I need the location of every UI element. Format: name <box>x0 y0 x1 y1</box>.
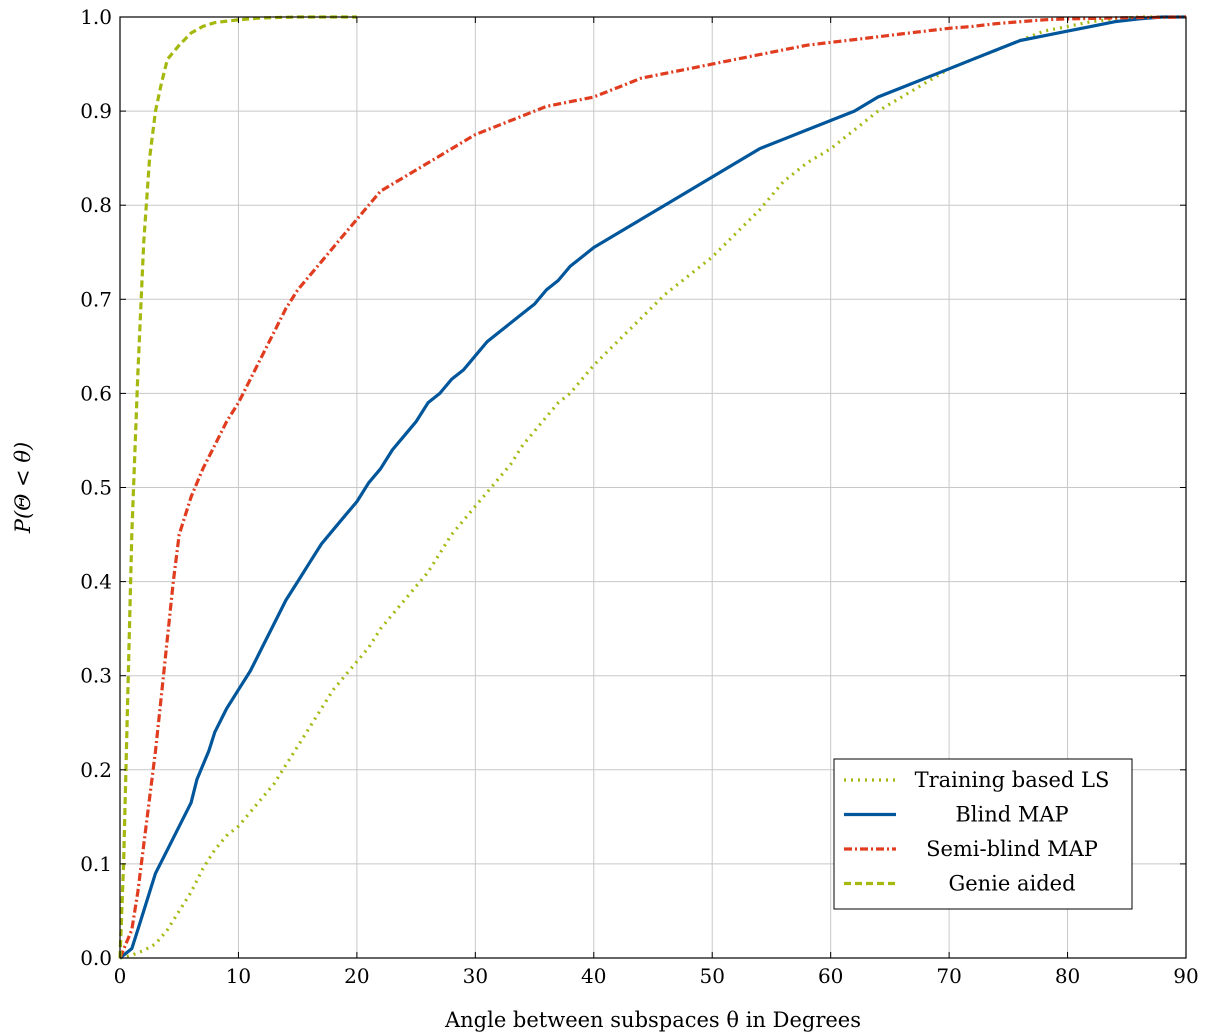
series-line-blind-map <box>119 15 1186 960</box>
x-tick-label: 0 <box>114 964 127 988</box>
y-axis-label: P(Θ < θ) <box>11 442 35 534</box>
x-axis-label: Angle between subspaces θ in Degrees <box>444 1008 861 1032</box>
y-tick-label: 0.9 <box>80 99 112 123</box>
legend-label: Genie aided <box>948 872 1075 896</box>
x-tick-label: 70 <box>936 964 961 988</box>
x-tick-label: 10 <box>226 964 251 988</box>
axis-ticks: 0 10 20 30 40 50 60 70 80 90 0.0 0.1 0.2 0.3 0.4 0.5 0.6… <box>80 5 1199 988</box>
x-tick-label: 20 <box>344 964 369 988</box>
x-tick-label: 50 <box>699 964 724 988</box>
y-tick-label: 0.2 <box>80 758 112 782</box>
y-tick-label: 0.7 <box>80 287 112 311</box>
y-tick-label: 0.6 <box>80 381 112 405</box>
series-lines <box>118 15 1187 960</box>
legend: Training based LS Blind MAP Semi-blind MAP… <box>833 758 1133 910</box>
y-tick-label: 0.8 <box>80 193 112 217</box>
y-tick-label: 0.0 <box>80 946 112 970</box>
y-tick-label: 1.0 <box>80 5 112 29</box>
y-tick-label: 0.3 <box>80 664 112 688</box>
x-tick-label: 90 <box>1173 964 1198 988</box>
y-tick-label: 0.1 <box>80 852 112 876</box>
x-tick-label: 60 <box>818 964 843 988</box>
x-tick-label: 30 <box>463 964 488 988</box>
legend-label: Semi-blind MAP <box>926 837 1098 861</box>
legend-label: Training based LS <box>915 768 1110 792</box>
series-line-genie-aided <box>118 15 357 959</box>
y-tick-label: 0.5 <box>80 476 112 500</box>
series-line-semi-blind-map <box>118 15 1187 959</box>
legend-label: Blind MAP <box>955 803 1068 827</box>
x-tick-label: 80 <box>1055 964 1080 988</box>
y-tick-label: 0.4 <box>80 570 112 594</box>
x-tick-label: 40 <box>581 964 606 988</box>
